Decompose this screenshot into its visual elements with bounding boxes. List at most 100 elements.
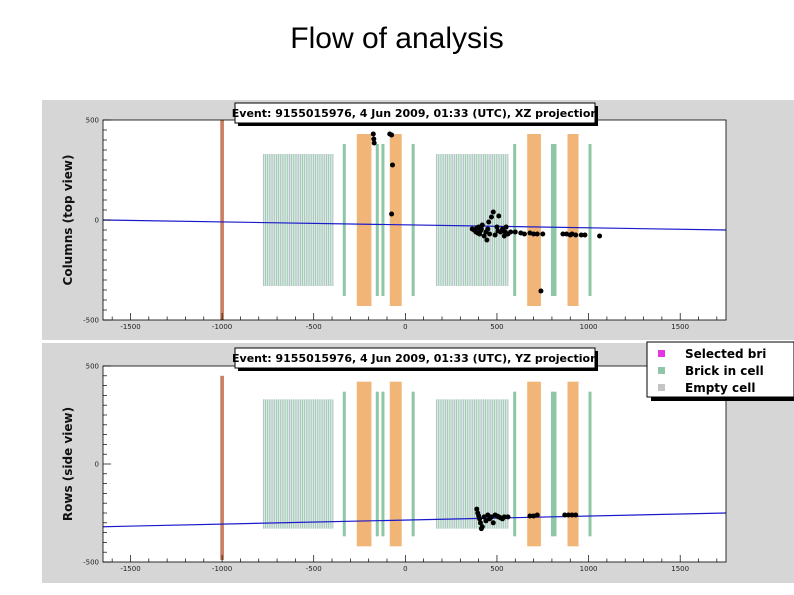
xz-tracker-strip (375, 144, 379, 296)
yz-hit (488, 514, 494, 520)
xz-y-axis-label: Columns (top view) (61, 155, 75, 286)
yz-hit (527, 513, 533, 519)
xz-hit (488, 214, 494, 220)
yz-hit (573, 512, 579, 518)
xz-tracker-3 (553, 134, 592, 306)
yz-hit (501, 514, 507, 520)
yz-hit (474, 506, 480, 512)
xz-hit (390, 162, 396, 168)
yz-tracker-strip (550, 391, 554, 537)
yz-tracker-strip (553, 391, 557, 537)
yz-x-tick-label: 1500 (671, 565, 689, 573)
yz-tracker-strip (381, 391, 385, 537)
xz-hit (487, 231, 493, 237)
xz-veto (220, 120, 224, 320)
yz-x-tick-label: 1000 (580, 565, 598, 573)
xz-hit (479, 222, 485, 228)
yz-tracker-plane (567, 381, 579, 547)
legend-selected-label: Selected bri (685, 347, 766, 361)
yz-tracker-plane (527, 381, 541, 547)
yz-veto (220, 375, 224, 561)
yz-x-tick-label: 0 (403, 565, 407, 573)
yz-y-tick-label: 0 (95, 461, 99, 469)
yz-detector-layers (220, 375, 592, 561)
xz-tracker-plane (389, 134, 402, 306)
xz-title-box: Event: 9155015976, 4 Jun 2009, 01:33 (UT… (232, 102, 598, 126)
legend-empty-swatch (658, 384, 665, 391)
legend-brick-swatch (658, 367, 665, 374)
yz-x-tick-label: -1000 (212, 565, 232, 573)
yz-hit (481, 514, 487, 520)
xz-hit (573, 232, 579, 238)
yz-hit (565, 512, 571, 518)
yz-hit (485, 512, 491, 518)
legend-empty-label: Empty cell (685, 381, 756, 395)
xz-x-tick-label: 500 (490, 323, 503, 331)
xz-hit (496, 213, 502, 219)
xz-x-tick-label: 0 (403, 323, 407, 331)
xz-tracker-strip (342, 144, 346, 296)
xz-tracker-0 (342, 134, 385, 306)
yz-y-axis-label: Rows (side view) (61, 407, 75, 521)
yz-tracker-plane (389, 381, 402, 547)
xz-hit (486, 219, 492, 225)
xz-y-tick-label: -500 (83, 317, 99, 325)
xz-hit (534, 231, 540, 237)
legend-selected-swatch (658, 350, 665, 357)
yz-hit (569, 512, 575, 518)
xz-tracker-strip (550, 144, 554, 296)
xz-detector-layers (220, 120, 592, 320)
yz-title: Event: 9155015976, 4 Jun 2009, 01:33 (UT… (232, 352, 598, 365)
xz-hit (389, 211, 395, 217)
xz-y-tick-label: 500 (86, 117, 99, 125)
xz-hit (484, 237, 490, 243)
xz-tracker-plane (356, 134, 372, 306)
xz-tracker-plane (527, 134, 541, 306)
xz-hits (370, 131, 603, 294)
yz-tracker-strip (513, 391, 517, 537)
xz-hit (597, 233, 603, 239)
xz-target-1 (436, 154, 509, 286)
xz-hit (512, 229, 518, 235)
xz-hit (521, 231, 527, 237)
xz-x-tick-label: 1000 (580, 323, 598, 331)
xz-hit (538, 288, 544, 294)
xz-hit (531, 231, 537, 237)
yz-tracker-strip (411, 391, 415, 537)
xz-y-tick-label: 0 (95, 217, 99, 225)
xz-x-tick-label: -1000 (212, 323, 232, 331)
yz-x-tick-label: -500 (306, 565, 322, 573)
xz-track-line (102, 219, 727, 231)
yz-y-tick-label: 500 (86, 363, 99, 371)
yz-title-box: Event: 9155015976, 4 Jun 2009, 01:33 (UT… (232, 347, 598, 371)
xz-tracker-strip (411, 144, 415, 296)
xz-hit (501, 233, 507, 239)
xz-hit (371, 140, 377, 146)
yz-hit (534, 512, 540, 518)
xz-tracker-1 (375, 134, 415, 306)
xz-hit (560, 231, 566, 237)
yz-hit (562, 512, 568, 518)
xz-hit (485, 226, 491, 232)
xz-x-tick-label: 1500 (671, 323, 689, 331)
xz-hit (371, 136, 377, 142)
yz-hit (477, 516, 483, 522)
xz-tracker-strip (588, 144, 592, 296)
yz-hit (505, 514, 511, 520)
legend-brick-label: Brick in cell (685, 364, 764, 378)
xz-projection-panel: -1500 -1000 -500 0 500 1000 1500 500 0 -500 Colum… (42, 100, 794, 340)
xz-hit (478, 226, 484, 232)
xz-x-tick-label: -1500 (120, 323, 140, 331)
xz-hit (540, 231, 546, 237)
xz-hit (492, 232, 498, 238)
xz-x-tick-label: -500 (306, 323, 322, 331)
xz-hit (490, 209, 496, 215)
yz-y-tick-label: -500 (83, 559, 99, 567)
yz-target-0 (262, 399, 334, 529)
xz-hit (582, 232, 588, 238)
yz-hits (474, 506, 579, 532)
yz-tracker-plane (356, 381, 372, 547)
yz-hit (490, 520, 496, 526)
xz-tracker-plane (567, 134, 579, 306)
legend: Selected bri Brick in cell Empty cell (646, 341, 794, 401)
